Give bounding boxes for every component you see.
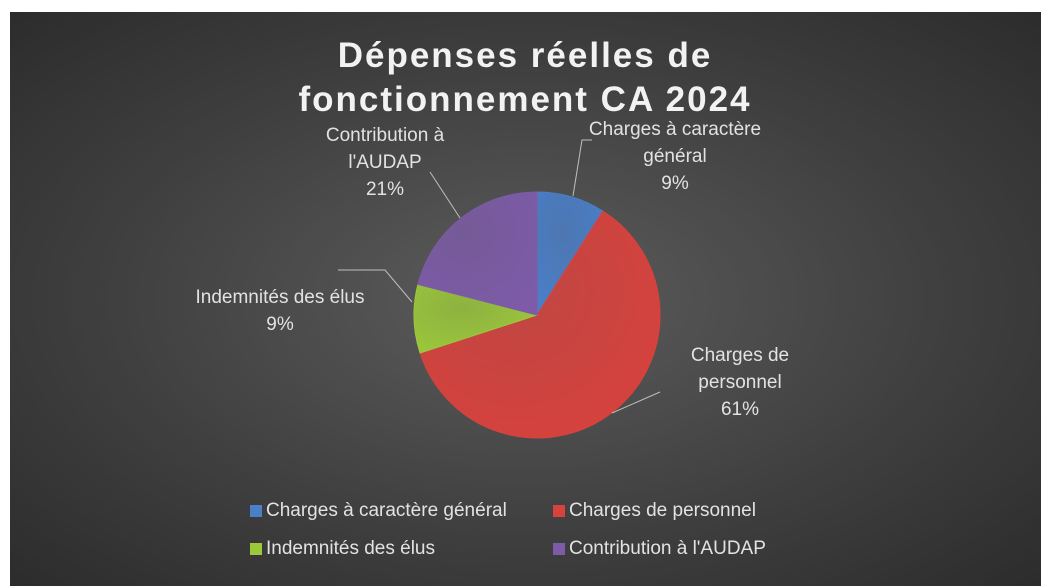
legend-label: Contribution à l'AUDAP bbox=[569, 538, 766, 559]
legend-label: Indemnités des élus bbox=[266, 538, 435, 559]
legend-swatch bbox=[250, 505, 262, 517]
legend-swatch bbox=[553, 543, 565, 555]
label-value: 61% bbox=[720, 399, 760, 420]
legend-item: Charges de personnel bbox=[553, 500, 756, 522]
label-value: 9% bbox=[266, 314, 294, 335]
chart: Dépenses réelles de fonctionnement CA 20… bbox=[10, 12, 1041, 586]
data-label: Charges à caractère général 9% bbox=[580, 116, 770, 197]
legend-item: Indemnités des élus bbox=[250, 538, 435, 560]
pie-slice bbox=[419, 210, 661, 439]
legend-item: Contribution à l'AUDAP bbox=[553, 538, 766, 560]
label-category: Charges à caractère général bbox=[588, 119, 762, 167]
label-value: 21% bbox=[365, 179, 405, 200]
chart-title: Dépenses réelles de fonctionnement CA 20… bbox=[298, 36, 752, 119]
legend-label: Charges de personnel bbox=[569, 500, 756, 521]
label-category: Charges de personnel bbox=[690, 345, 790, 393]
leader-line bbox=[429, 171, 461, 219]
label-category: Contribution à l'AUDAP bbox=[325, 125, 445, 173]
leader-line bbox=[611, 391, 661, 414]
leader-line bbox=[572, 139, 592, 197]
legend-item: Charges à caractère général bbox=[250, 500, 507, 522]
data-label: Contribution à l'AUDAP 21% bbox=[300, 122, 470, 203]
plot bbox=[338, 139, 661, 439]
data-label: Indemnités des élus 9% bbox=[175, 284, 385, 338]
label-category: Indemnités des élus bbox=[195, 287, 365, 308]
legend-swatch bbox=[553, 505, 565, 517]
pie-slice bbox=[417, 191, 538, 316]
legend-swatch bbox=[250, 543, 262, 555]
data-label: Charges de personnel 61% bbox=[665, 342, 815, 423]
legend-label: Charges à caractère général bbox=[266, 500, 507, 521]
label-value: 9% bbox=[661, 173, 689, 194]
leader-line bbox=[338, 269, 413, 303]
